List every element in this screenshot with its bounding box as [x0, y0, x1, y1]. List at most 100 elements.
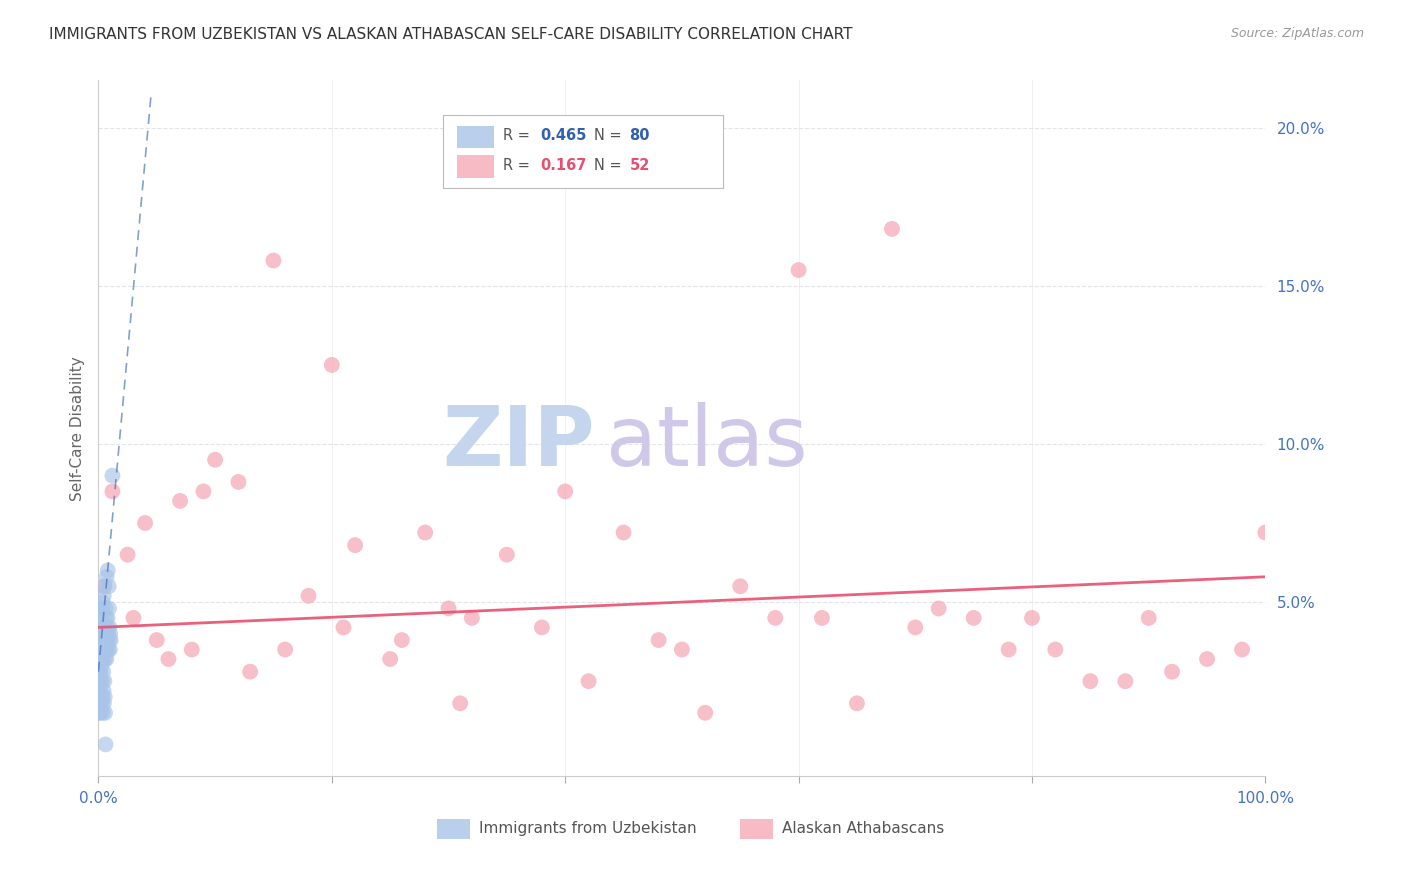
Point	[91, 665, 114, 679]
Point	[90, 601, 112, 615]
Point	[297, 589, 319, 603]
Point	[87, 690, 110, 704]
Point	[1254, 525, 1277, 540]
Point	[204, 452, 226, 467]
FancyBboxPatch shape	[457, 126, 494, 148]
Point	[274, 642, 297, 657]
Point	[437, 601, 460, 615]
Point	[90, 658, 112, 673]
Text: atlas: atlas	[606, 401, 808, 483]
Point	[928, 601, 950, 615]
Point	[89, 683, 111, 698]
Point	[262, 253, 284, 268]
Point	[695, 706, 717, 720]
Point	[94, 626, 117, 640]
Point	[96, 652, 118, 666]
Point	[94, 652, 117, 666]
Point	[380, 652, 402, 666]
Point	[880, 222, 903, 236]
Point	[93, 633, 115, 648]
Point	[94, 601, 117, 615]
Point	[90, 633, 112, 648]
Point	[449, 696, 471, 710]
Point	[94, 633, 117, 648]
Point	[1230, 642, 1253, 657]
FancyBboxPatch shape	[741, 819, 773, 838]
Text: 80: 80	[630, 128, 650, 144]
Point	[391, 633, 413, 648]
Point	[730, 579, 752, 593]
Point	[97, 626, 120, 640]
Point	[91, 690, 114, 704]
Point	[89, 620, 111, 634]
Point	[93, 696, 115, 710]
Point	[91, 642, 114, 657]
Point	[96, 633, 118, 648]
Point	[146, 633, 169, 648]
Point	[89, 665, 111, 679]
Point	[344, 538, 367, 552]
Point	[239, 665, 262, 679]
Point	[1197, 652, 1219, 666]
Point	[101, 468, 124, 483]
Text: R =: R =	[503, 159, 534, 173]
Point	[94, 633, 117, 648]
Point	[96, 611, 118, 625]
Point	[91, 595, 114, 609]
Text: ZIP: ZIP	[441, 401, 595, 483]
Point	[89, 642, 111, 657]
Point	[97, 564, 120, 578]
Point	[97, 579, 120, 593]
Point	[90, 690, 112, 704]
Point	[1045, 642, 1067, 657]
Point	[321, 358, 343, 372]
Point	[87, 706, 110, 720]
Point	[332, 620, 354, 634]
Point	[1114, 674, 1136, 689]
Point	[228, 475, 250, 489]
Point	[94, 706, 117, 720]
Point	[846, 696, 869, 710]
Text: N =: N =	[595, 159, 627, 173]
Point	[93, 674, 115, 689]
Point	[93, 642, 115, 657]
Point	[90, 665, 112, 679]
Point	[93, 589, 115, 603]
Point	[89, 652, 111, 666]
Point	[91, 706, 114, 720]
Point	[90, 611, 112, 625]
Point	[94, 611, 117, 625]
Point	[93, 626, 115, 640]
FancyBboxPatch shape	[437, 819, 470, 838]
Text: Immigrants from Uzbekistan: Immigrants from Uzbekistan	[479, 821, 696, 836]
Text: IMMIGRANTS FROM UZBEKISTAN VS ALASKAN ATHABASCAN SELF-CARE DISABILITY CORRELATIO: IMMIGRANTS FROM UZBEKISTAN VS ALASKAN AT…	[49, 27, 852, 42]
Point	[578, 674, 600, 689]
Point	[461, 611, 484, 625]
Point	[89, 696, 111, 710]
Point	[193, 484, 215, 499]
Point	[90, 696, 112, 710]
Point	[134, 516, 156, 530]
Point	[94, 738, 117, 752]
Point	[93, 683, 115, 698]
Point	[1080, 674, 1102, 689]
Point	[89, 706, 111, 720]
Point	[90, 642, 112, 657]
Point	[89, 665, 111, 679]
Point	[1161, 665, 1184, 679]
Point	[157, 652, 180, 666]
Point	[93, 690, 115, 704]
Point	[91, 620, 114, 634]
FancyBboxPatch shape	[443, 115, 723, 188]
Point	[96, 570, 118, 584]
Point	[962, 611, 984, 625]
Point	[90, 674, 112, 689]
Point	[90, 633, 112, 648]
Point	[91, 642, 114, 657]
Point	[811, 611, 834, 625]
Point	[671, 642, 693, 657]
Point	[101, 484, 124, 499]
Point	[413, 525, 436, 540]
Point	[180, 642, 202, 657]
Point	[89, 601, 111, 615]
